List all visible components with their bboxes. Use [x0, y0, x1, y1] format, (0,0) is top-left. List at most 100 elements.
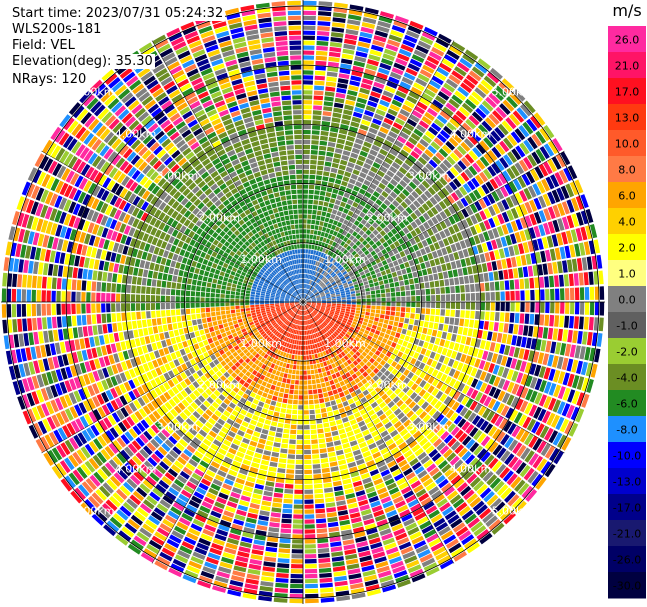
velocity-gate — [508, 346, 515, 357]
velocity-gate — [252, 493, 262, 500]
velocity-gate — [255, 306, 260, 310]
velocity-gate — [320, 352, 324, 357]
velocity-gate — [304, 554, 317, 559]
velocity-gate — [412, 325, 418, 332]
velocity-gate — [321, 341, 325, 346]
velocity-gate — [452, 390, 461, 400]
velocity-gate — [265, 304, 270, 306]
velocity-gate — [139, 433, 149, 444]
velocity-gate — [297, 315, 300, 320]
velocity-gate — [285, 314, 289, 318]
velocity-gate — [559, 343, 567, 356]
velocity-gate — [314, 369, 319, 374]
velocity-gate — [371, 430, 380, 438]
velocity-gate — [260, 338, 266, 343]
velocity-gate — [270, 303, 275, 306]
velocity-gate — [206, 396, 214, 404]
velocity-gate — [277, 468, 286, 474]
velocity-gate — [154, 263, 160, 272]
velocity-gate — [245, 517, 257, 524]
velocity-gate — [307, 380, 312, 385]
velocity-gate — [229, 579, 244, 587]
velocity-gate — [175, 442, 185, 452]
velocity-gate — [342, 367, 348, 374]
velocity-gate — [300, 325, 302, 330]
velocity-gate — [88, 495, 100, 508]
velocity-gate — [348, 573, 362, 580]
velocity-gate — [231, 313, 236, 318]
velocity-gate — [536, 458, 548, 472]
velocity-gate — [245, 296, 250, 300]
velocity-gate — [350, 517, 362, 524]
velocity-gate — [252, 387, 259, 394]
velocity-gate — [295, 370, 300, 375]
velocity-gate — [160, 295, 165, 302]
velocity-gate — [389, 518, 402, 527]
velocity-gate — [139, 448, 150, 459]
velocity-gate — [274, 487, 284, 493]
velocity-gate — [367, 409, 376, 417]
velocity-gate — [425, 482, 437, 492]
velocity-gate — [140, 552, 155, 563]
velocity-gate — [219, 328, 226, 334]
velocity-gate — [340, 524, 352, 531]
velocity-gate — [327, 348, 332, 354]
velocity-gate — [303, 335, 305, 340]
velocity-gate — [260, 433, 268, 440]
velocity-gate — [557, 434, 567, 449]
velocity-gate — [290, 344, 294, 349]
velocity-gate — [450, 309, 455, 317]
velocity-gate — [369, 469, 379, 477]
velocity-gate — [405, 436, 415, 445]
velocity-gate — [439, 364, 447, 373]
velocity-gate — [403, 467, 413, 477]
velocity-gate — [395, 371, 402, 379]
velocity-gate — [582, 331, 588, 345]
velocity-gate — [178, 493, 190, 503]
velocity-gate — [295, 314, 298, 319]
velocity-gate — [217, 406, 225, 414]
velocity-gate — [298, 405, 303, 410]
velocity-gate — [336, 307, 341, 310]
velocity-gate — [426, 358, 433, 366]
velocity-gate — [89, 336, 95, 348]
velocity-gate — [88, 258, 95, 269]
velocity-gate — [599, 302, 605, 316]
velocity-gate — [196, 542, 209, 551]
velocity-gate — [381, 393, 389, 401]
velocity-gate — [479, 467, 490, 479]
velocity-gate — [243, 485, 254, 493]
velocity-gate — [480, 311, 485, 320]
velocity-gate — [236, 288, 241, 293]
velocity-gate — [284, 488, 294, 494]
velocity-gate — [37, 317, 43, 330]
velocity-gate — [194, 514, 207, 523]
velocity-gate — [81, 481, 94, 494]
velocity-gate — [441, 463, 452, 474]
velocity-gate — [455, 302, 461, 310]
velocity-gate — [216, 528, 229, 537]
velocity-gate — [304, 449, 311, 455]
velocity-gate — [321, 303, 327, 305]
velocity-gate — [227, 278, 233, 283]
velocity-gate — [310, 364, 314, 370]
velocity-gate — [273, 442, 281, 448]
velocity-gate — [136, 277, 142, 285]
velocity-gate — [459, 407, 469, 417]
velocity-gate — [72, 267, 78, 279]
velocity-gate — [310, 419, 316, 425]
velocity-gate — [177, 322, 183, 329]
velocity-gate — [317, 313, 322, 317]
velocity-gate — [479, 508, 492, 520]
velocity-gate — [353, 411, 361, 418]
velocity-gate — [214, 474, 225, 482]
velocity-gate — [300, 315, 302, 320]
velocity-gate — [156, 256, 162, 264]
velocity-gate — [128, 458, 139, 470]
velocity-gate — [306, 310, 309, 314]
velocity-gate — [544, 427, 554, 441]
velocity-gate — [396, 306, 401, 312]
velocity-gate — [257, 520, 269, 526]
velocity-gate — [156, 287, 161, 295]
velocity-gate — [429, 467, 440, 477]
